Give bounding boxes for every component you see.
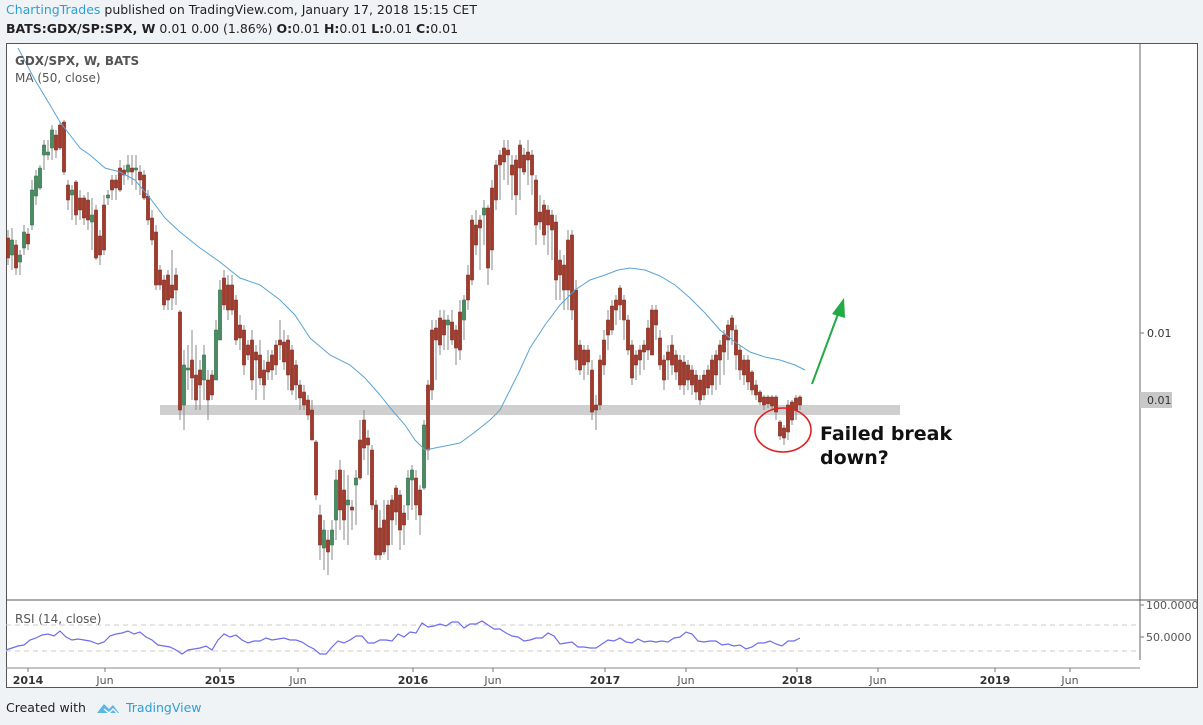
svg-text:Jun: Jun [95,674,113,687]
symbol-quote-line: BATS:GDX/SP:SPX, W 0.01 0.00 (1.86%) O:0… [6,21,458,36]
svg-text:Jun: Jun [1060,674,1078,687]
author-link[interactable]: ChartingTrades [6,2,101,17]
annotation-circle[interactable] [754,407,812,453]
published-text: published on TradingView.com, January 17… [100,2,477,17]
high-value: 0.01 [339,21,368,36]
arrow-head-icon [832,298,845,318]
close-value: 0.01 [430,21,459,36]
open-label: O: [276,21,293,36]
rsi-line [5,620,801,655]
chart-legend-title[interactable]: GDX/SPX, W, BATS [15,54,140,68]
rsi-axis[interactable]: 100.0000 50.0000 [1140,599,1199,644]
time-axis[interactable]: 2014 Jun 2015 Jun 2016 Jun 2017 Jun 2018 Jun 2019 J… [13,668,1079,687]
tradingview-link[interactable]: TradingView [125,700,202,715]
tradingview-logo-icon[interactable] [96,701,120,715]
support-zone[interactable] [160,405,900,415]
svg-text:Jun: Jun [483,674,501,687]
annotation-arrow[interactable] [811,313,839,385]
svg-text:2018: 2018 [782,674,813,687]
annotation-text: Failed break down? [820,422,952,470]
low-value: 0.01 [384,21,413,36]
publish-info: ChartingTrades published on TradingView.… [6,2,477,17]
svg-text:Jun: Jun [676,674,694,687]
ma-line [17,47,806,451]
close-label: C: [416,21,431,36]
ma-legend[interactable]: MA (50, close) [15,71,101,85]
footer: Created with TradingView [6,700,202,715]
created-with-label: Created with [6,700,86,715]
svg-text:2014: 2014 [13,674,44,687]
svg-text:50.0000: 50.0000 [1146,631,1192,644]
svg-text:0.01: 0.01 [1147,327,1172,340]
quote-change: 0.01 0.00 (1.86%) [155,21,277,36]
symbol-label: BATS:GDX/SP:SPX, W [6,21,156,36]
candlestick-series [6,120,802,575]
price-axis[interactable]: 0.01 0.01 [1140,327,1172,408]
svg-text:Jun: Jun [288,674,306,687]
annotation-line2: down? [820,447,889,469]
svg-text:2015: 2015 [205,674,236,687]
low-label: L: [371,21,385,36]
svg-text:0.01: 0.01 [1147,394,1172,407]
annotation-line1: Failed break [820,423,953,445]
svg-text:100.0000: 100.0000 [1146,599,1199,612]
open-value: 0.01 [292,21,320,36]
high-label: H: [323,21,340,36]
rsi-legend[interactable]: RSI (14, close) [15,612,102,626]
svg-text:2017: 2017 [590,674,621,687]
svg-text:2019: 2019 [980,674,1011,687]
svg-text:Jun: Jun [868,674,886,687]
svg-text:2016: 2016 [398,674,429,687]
